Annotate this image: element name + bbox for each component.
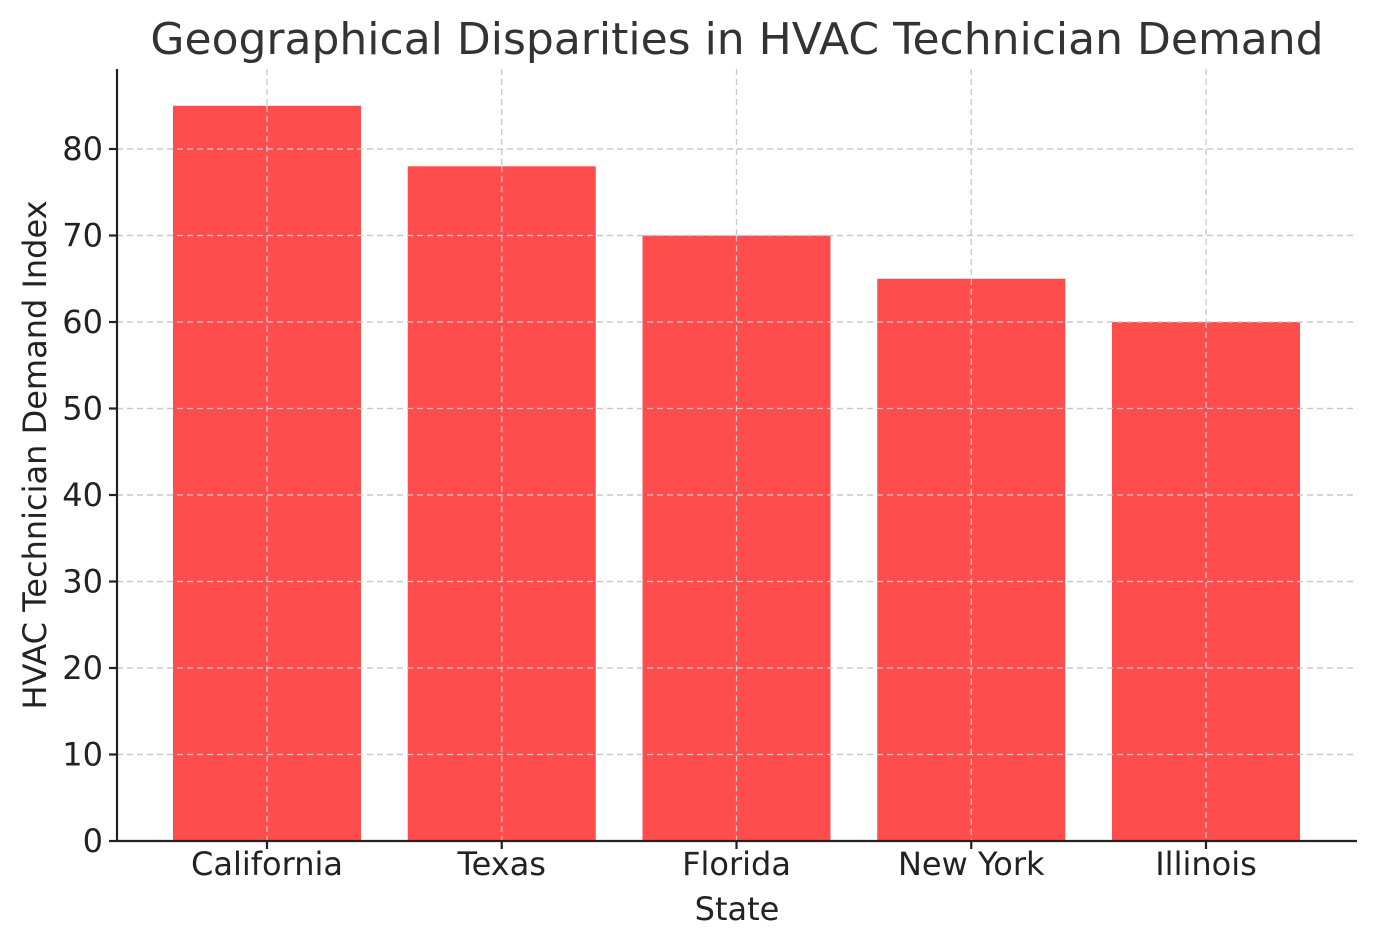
y-tick-label: 70 — [62, 217, 103, 255]
y-tick-label: 30 — [62, 563, 103, 601]
y-tick-label: 20 — [62, 649, 103, 687]
x-ticks: California Texas Florida New York Illinois — [191, 841, 1257, 883]
y-tick-label: 60 — [62, 303, 103, 341]
y-axis-label: HVAC Technician Demand Index — [16, 200, 54, 709]
y-tick-label: 50 — [62, 390, 103, 428]
y-ticks: 0 10 20 30 40 50 60 70 80 — [62, 130, 117, 860]
x-tick-label: Texas — [457, 845, 546, 883]
x-tick-label: Florida — [682, 845, 791, 883]
x-tick-label: New York — [898, 845, 1045, 883]
x-tick-label: California — [191, 845, 343, 883]
x-axis-label: State — [695, 890, 780, 928]
x-tick-label: Illinois — [1155, 845, 1257, 883]
y-tick-label: 40 — [62, 476, 103, 514]
bars-layer — [117, 105, 1357, 842]
y-tick-label: 80 — [62, 130, 103, 168]
y-tick-label: 10 — [62, 736, 103, 774]
chart-title: Geographical Disparities in HVAC Technic… — [150, 14, 1323, 65]
y-tick-label: 0 — [83, 822, 103, 860]
